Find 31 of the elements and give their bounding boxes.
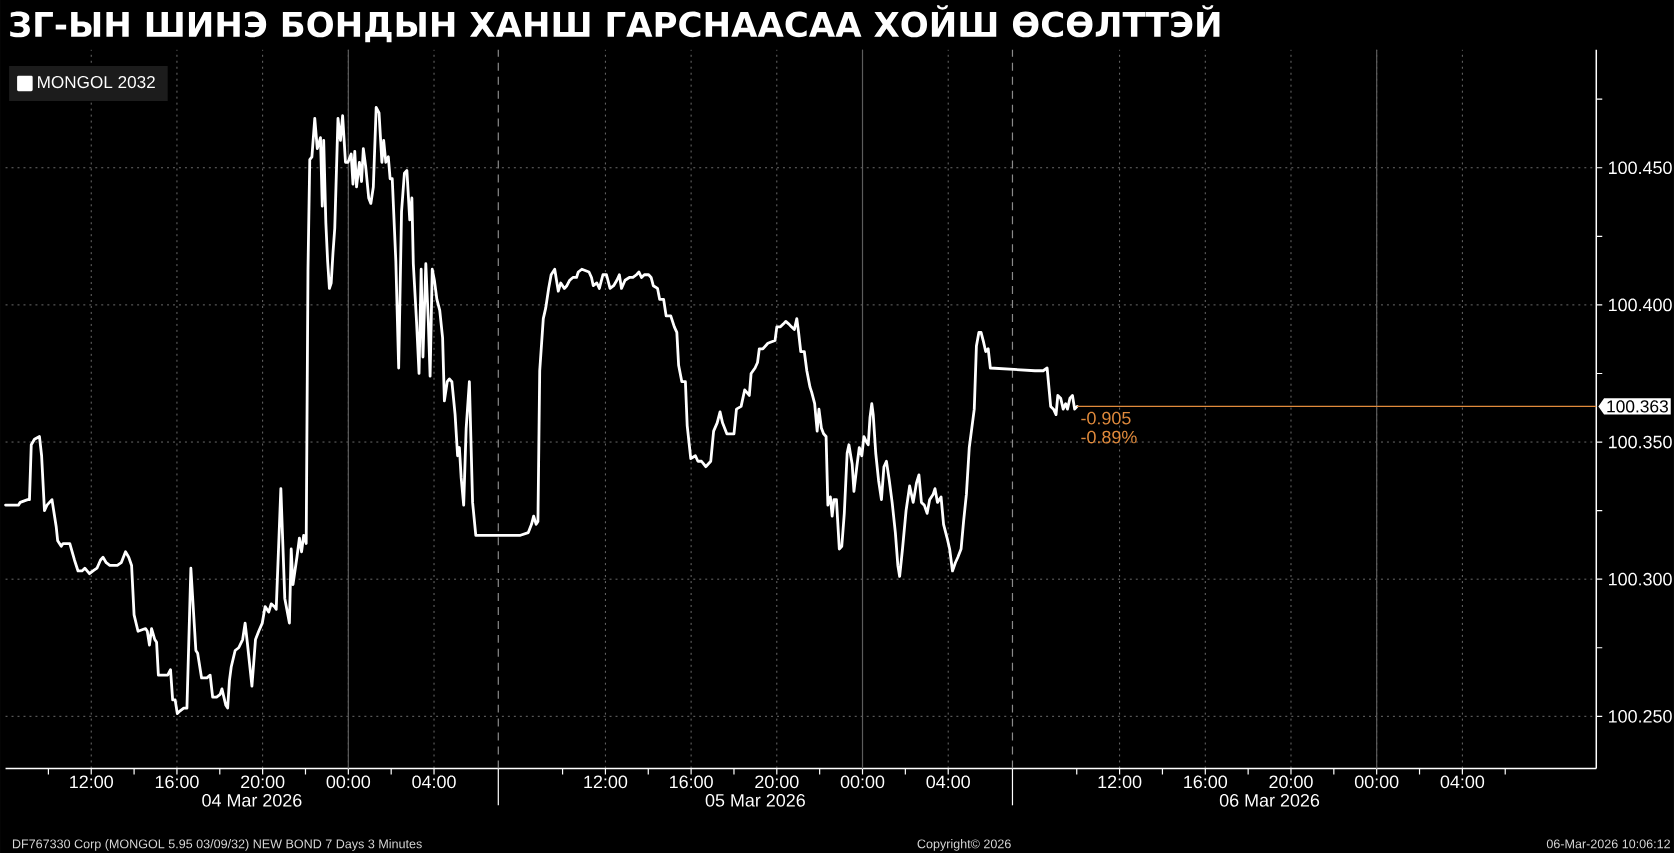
text: 04 Mar 2026	[202, 793, 302, 807]
x-tick-label: 16:00	[1184, 775, 1228, 789]
y-tick-label: 100.450	[1609, 161, 1672, 175]
x-tick-label: 12:00	[1098, 775, 1142, 789]
x-tick-label: 00:00	[840, 775, 885, 789]
x-tick-label: 12:00	[70, 775, 113, 789]
y-tick-label: 100.300	[1609, 572, 1672, 586]
annotation: -0.905	[1081, 411, 1131, 425]
y-tick-label: 100.250	[1609, 709, 1672, 723]
x-tick-label: 00:00	[1354, 775, 1399, 789]
x-tick-label: 16:00	[670, 775, 713, 789]
text: DF767330 Corp (MONGOL 5.95 03/09/32) NEW BOND 7 Days 3 Minutes	[12, 839, 422, 851]
text: 06 Mar 2026	[1219, 793, 1320, 807]
text: 05 Mar 2026	[705, 793, 805, 807]
x-tick-label: 04:00	[412, 775, 456, 789]
x-tick-label: 20:00	[1269, 775, 1313, 789]
y-tick-label: 100.400	[1609, 298, 1672, 312]
ref-line-label: 100.363	[1607, 400, 1668, 413]
x-tick-label: 20:00	[755, 775, 799, 789]
x-tick-label: 16:00	[155, 775, 199, 789]
chart-title: ЗГ-ЫН ШИНЭ БОНДЫН ХАНШ ГАРСНААСАА ХОЙШ ӨСӨЛТТЭЙ	[10, 5, 1220, 43]
legend-label: MONGOL 2032	[38, 75, 155, 89]
x-tick-label: 00:00	[326, 775, 371, 789]
x-tick-label: 04:00	[1440, 775, 1485, 789]
x-tick-label: 20:00	[241, 775, 285, 789]
annotation: -0.89%	[1081, 430, 1137, 444]
y-tick-label: 100.350	[1609, 435, 1672, 449]
x-tick-label: 04:00	[926, 775, 970, 789]
x-tick-label: 12:00	[584, 775, 628, 789]
text: 06-Mar-2026 10:06:12	[1546, 839, 1670, 849]
text: Copyright© 2026	[917, 839, 1011, 851]
